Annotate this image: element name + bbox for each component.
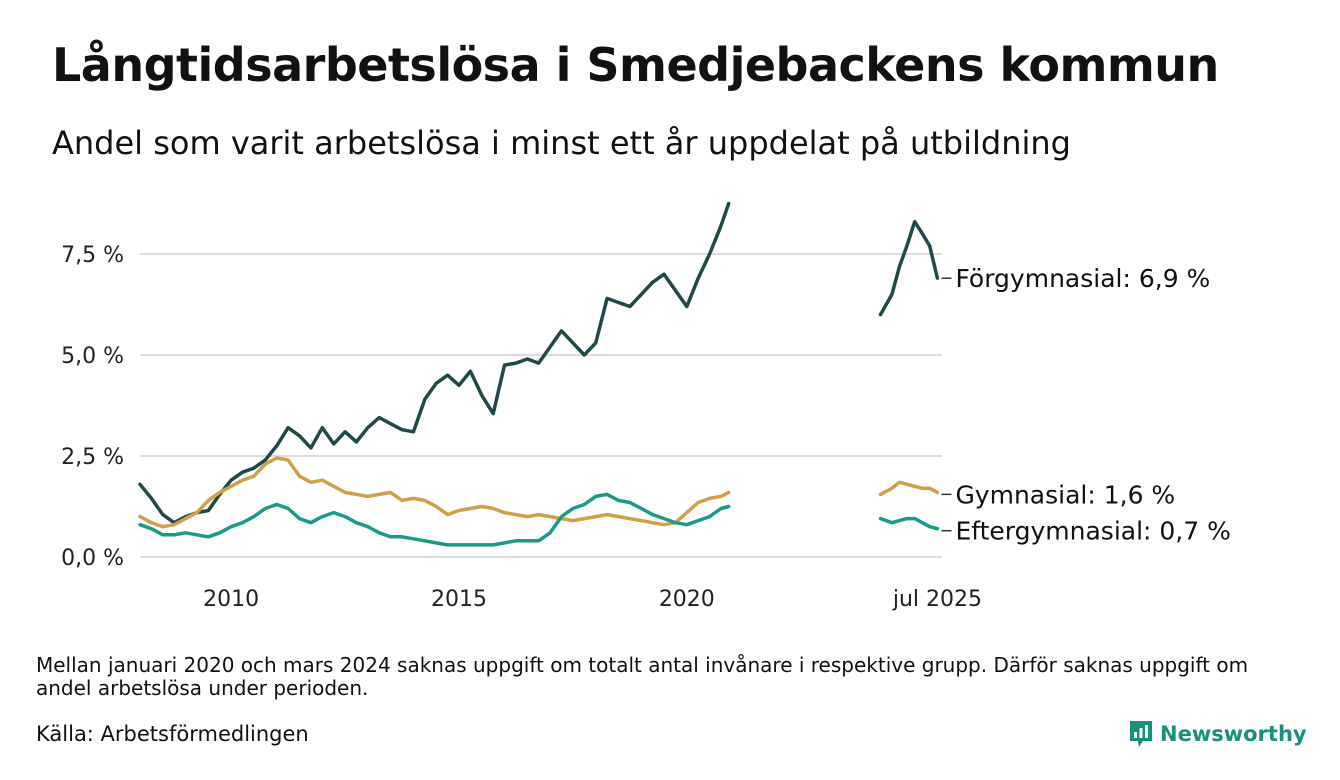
series-end-label: Förgymnasial: 6,9 % xyxy=(955,264,1210,293)
x-tick-label: 2015 xyxy=(431,587,487,612)
brand-logo: Newsworthy xyxy=(1128,716,1307,752)
series-line-gymnasial xyxy=(878,480,940,497)
series-line-forgymnasial xyxy=(138,201,731,525)
y-tick-label: 7,5 % xyxy=(61,243,124,268)
grid-lines xyxy=(140,253,942,558)
chart-subtitle: Andel som varit arbetslösa i minst ett å… xyxy=(52,124,1071,162)
x-axis: 2010 2015 2020 jul 2025 xyxy=(203,587,982,612)
footnote: Mellan januari 2020 och mars 2024 saknas… xyxy=(36,653,1249,700)
x-tick-label: 2020 xyxy=(659,587,715,612)
series-end-labels: Förgymnasial: 6,9 % Gymnasial: 1,6 % Efter… xyxy=(941,264,1231,546)
brand-name: Newsworthy xyxy=(1160,722,1307,746)
y-tick-label: 5,0 % xyxy=(61,344,124,369)
series-end-label: Eftergymnasial: 0,7 % xyxy=(955,517,1230,546)
series-lines xyxy=(138,201,940,547)
y-tick-label: 0,0 % xyxy=(61,546,124,571)
newsworthy-chart-icon xyxy=(1130,721,1152,747)
chart-title: Långtidsarbetslösa i Smedjebackens kommu… xyxy=(52,38,1219,92)
series-line-gymnasial xyxy=(138,456,731,529)
series-line-forgymnasial xyxy=(878,219,940,317)
source-text: Källa: Arbetsförmedlingen xyxy=(36,722,309,746)
line-chart: 0,0 % 2,5 % 5,0 % 7,5 % 2010 2015 2020 jul 202… xyxy=(61,201,1231,612)
y-tick-label: 2,5 % xyxy=(61,445,124,470)
series-line-eftergymnasial xyxy=(878,516,940,531)
series-line-eftergymnasial xyxy=(138,492,731,547)
y-axis: 0,0 % 2,5 % 5,0 % 7,5 % xyxy=(61,243,124,571)
x-tick-label: 2010 xyxy=(203,587,259,612)
x-tick-label: jul 2025 xyxy=(892,587,982,612)
series-end-label: Gymnasial: 1,6 % xyxy=(955,480,1175,509)
